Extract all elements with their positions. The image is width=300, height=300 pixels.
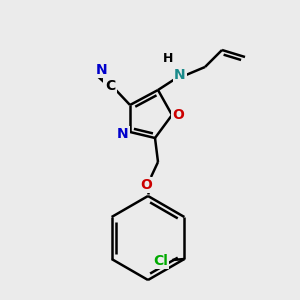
Text: H: H — [163, 52, 173, 64]
Text: N: N — [174, 68, 186, 82]
Text: C: C — [105, 79, 115, 93]
Text: N: N — [117, 127, 129, 141]
Text: O: O — [172, 108, 184, 122]
Text: Cl: Cl — [153, 254, 168, 268]
Text: N: N — [96, 63, 108, 77]
Text: O: O — [140, 178, 152, 192]
